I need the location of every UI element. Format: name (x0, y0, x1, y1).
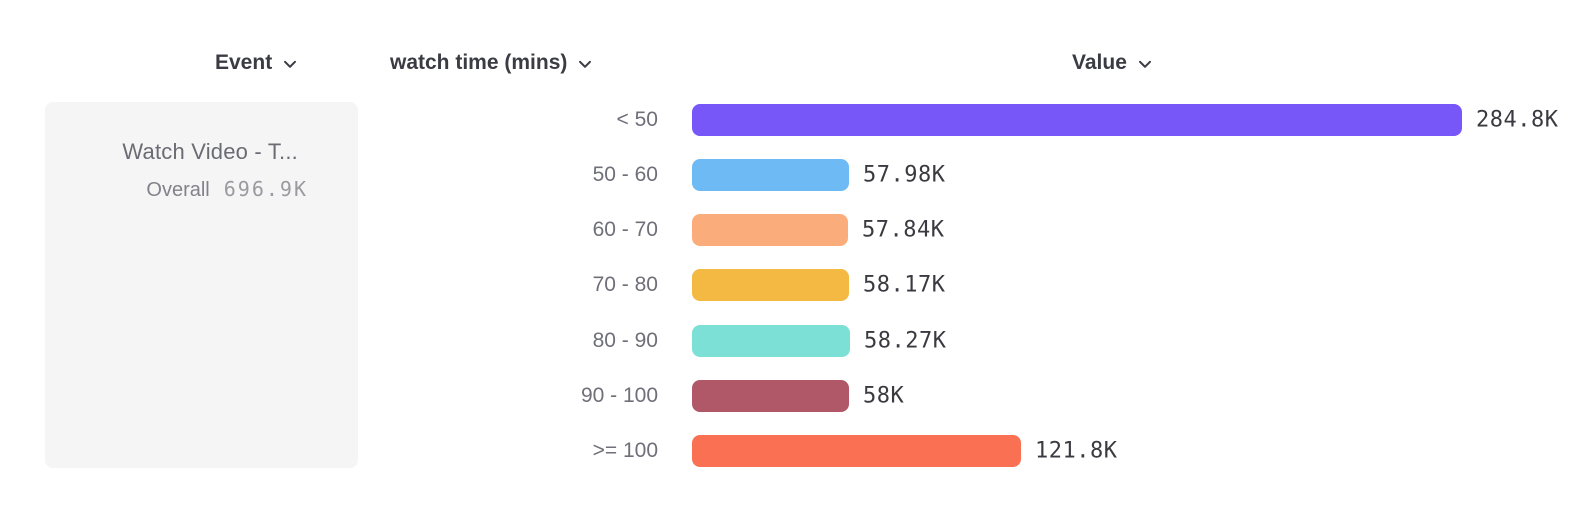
bar-segment[interactable] (692, 158, 849, 191)
chevron-down-icon (578, 60, 592, 69)
bucket-label: 70 - 80 (592, 273, 658, 297)
bar-segment[interactable] (692, 324, 850, 357)
chart-row: < 50 284.8K (0, 92, 1592, 147)
bucket-label: 50 - 60 (592, 162, 658, 186)
bucket-label: < 50 (616, 107, 658, 131)
chart-row: 80 - 90 58.27K (0, 313, 1592, 368)
bucket-label: >= 100 (592, 439, 658, 463)
column-header-breakdown-label: watch time (mins) (390, 51, 568, 74)
column-header-event[interactable]: Event (215, 50, 297, 76)
chart-row: 60 - 70 57.84K (0, 203, 1592, 258)
overall-label: Overall (146, 179, 210, 201)
bar-value: 121.8K (1035, 438, 1118, 464)
column-header-value-label: Value (1072, 51, 1127, 74)
bar-value: 57.98K (863, 162, 946, 188)
chart-row: 70 - 80 58.17K (0, 258, 1592, 313)
overall-line: Overall 696.9K (57, 177, 308, 204)
event-card[interactable]: Watch Video - T... Overall 696.9K (45, 102, 358, 468)
bar-segment[interactable] (692, 380, 849, 412)
chevron-down-icon (1138, 60, 1152, 69)
bar-value: 58.17K (863, 272, 946, 298)
bar-value: 284.8K (1476, 107, 1559, 132)
bar-value: 57.84K (862, 217, 945, 243)
bar-segment[interactable] (692, 103, 1462, 136)
chart-row: 90 - 100 58K (0, 369, 1592, 424)
column-header-value[interactable]: Value (1072, 50, 1152, 76)
bar-value: 58.27K (864, 328, 947, 354)
bar-value: 58K (863, 383, 905, 409)
bucket-label: 90 - 100 (580, 384, 658, 407)
overall-value: 696.9K (223, 177, 308, 201)
bucket-label: 80 - 90 (592, 328, 658, 352)
bar-segment[interactable] (692, 435, 1021, 468)
event-title: Watch Video - T... (122, 139, 298, 164)
column-header-breakdown[interactable]: watch time (mins) (390, 50, 592, 76)
bucket-label: 60 - 70 (592, 218, 658, 242)
bar-segment[interactable] (692, 269, 849, 302)
chart-row: >= 100 121.8K (0, 424, 1592, 479)
chevron-down-icon (283, 60, 297, 69)
bar-segment[interactable] (692, 214, 848, 247)
chart-row: 50 - 60 57.98K (0, 147, 1592, 202)
column-header-event-label: Event (215, 51, 273, 74)
